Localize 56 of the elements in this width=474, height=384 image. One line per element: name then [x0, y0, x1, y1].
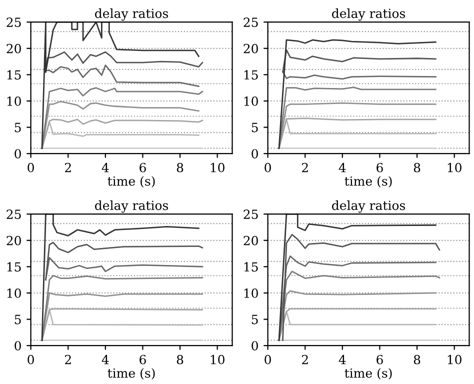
x-tick-label: 8 [414, 354, 420, 364]
x-axis-title: time (s) [108, 176, 155, 188]
y-tick-label: 5 [252, 122, 258, 132]
x-tick-label: 8 [176, 162, 184, 172]
x-tick-label: 4 [102, 162, 109, 172]
y-tick-label: 25 [244, 18, 258, 28]
y-tick-label: 15 [244, 262, 258, 272]
y-tick-label: 10 [7, 96, 21, 106]
chart-title: delay ratios [95, 200, 168, 213]
x-tick-label: 0 [28, 354, 34, 364]
y-tick-label: 25 [244, 210, 258, 220]
x-tick-label: 4 [338, 354, 346, 364]
x-tick-label: 2 [64, 162, 71, 172]
x-axis-title: time (s) [108, 368, 155, 380]
x-tick-label: 8 [414, 162, 420, 172]
x-tick-label: 10 [448, 354, 462, 364]
y-tick-label: 5 [14, 122, 21, 132]
y-tick-label: 0 [14, 341, 21, 351]
x-tick-label: 8 [176, 354, 184, 364]
y-tick-label: 20 [244, 236, 258, 246]
y-tick-label: 0 [14, 149, 21, 159]
y-tick-label: 15 [7, 70, 21, 80]
x-tick-label: 2 [302, 354, 308, 364]
x-tick-label: 4 [338, 162, 346, 172]
x-tick-label: 10 [448, 162, 462, 172]
x-tick-label: 6 [140, 354, 146, 364]
y-tick-label: 20 [6, 236, 21, 246]
y-tick-label: 0 [252, 149, 258, 159]
x-tick-label: 0 [264, 162, 271, 172]
x-tick-label: 2 [302, 162, 308, 172]
y-tick-label: 20 [244, 44, 258, 54]
x-tick-label: 10 [210, 162, 224, 172]
x-tick-label: 6 [376, 162, 383, 172]
y-tick-label: 10 [7, 288, 21, 298]
x-tick-label: 0 [28, 162, 34, 172]
y-tick-label: 15 [7, 262, 21, 272]
x-tick-label: 2 [64, 354, 71, 364]
chart-title: delay ratios [95, 8, 168, 21]
x-tick-label: 10 [210, 354, 224, 364]
y-tick-label: 25 [6, 210, 21, 220]
y-tick-label: 25 [6, 18, 21, 28]
y-tick-label: 5 [14, 314, 21, 324]
x-tick-label: 4 [102, 354, 109, 364]
x-tick-label: 0 [264, 354, 271, 364]
y-tick-label: 5 [252, 314, 258, 324]
y-tick-label: 20 [6, 44, 21, 54]
x-axis-title: time (s) [344, 176, 392, 188]
x-axis-title: time (s) [344, 368, 392, 380]
chart-title: delay ratios [332, 200, 406, 213]
y-tick-label: 15 [244, 70, 258, 80]
x-tick-label: 6 [140, 162, 146, 172]
chart-title: delay ratios [332, 8, 406, 21]
x-tick-label: 6 [376, 354, 383, 364]
y-tick-label: 0 [252, 341, 258, 351]
y-tick-label: 10 [244, 288, 258, 298]
y-tick-label: 10 [244, 96, 258, 106]
